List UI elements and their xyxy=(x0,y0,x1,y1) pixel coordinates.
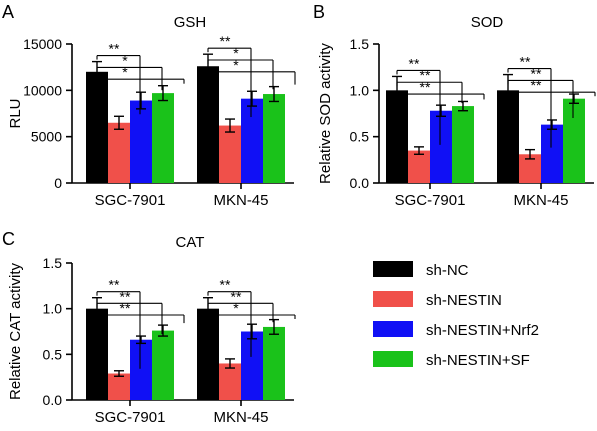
panel-b-sig-label: ** xyxy=(531,65,542,81)
panel-a-sig-label: * xyxy=(233,45,239,61)
legend-label-3: sh-NESTIN+SF xyxy=(426,352,530,369)
panel-b-bar xyxy=(541,124,563,183)
panel-a-sig-label: * xyxy=(122,64,128,80)
panel-a-x-tick-label: SGC-7901 xyxy=(95,192,166,209)
panel-c-bar xyxy=(219,363,241,400)
panel-a-sig-label: ** xyxy=(109,41,120,57)
panel-c-y-tick-label: 0.5 xyxy=(43,346,63,362)
panel-a-title: GSH xyxy=(174,14,207,31)
panel-b-sig-label: ** xyxy=(531,77,542,93)
panel-a-y-tick-label: 0 xyxy=(54,175,62,191)
legend-swatch-1 xyxy=(373,291,413,307)
panel-c-y-axis-label: Relative CAT activity xyxy=(7,263,24,400)
panel-c-sig-label: ** xyxy=(220,277,231,293)
panel-a-bar xyxy=(86,71,108,183)
panel-b-sig-label: ** xyxy=(409,55,420,71)
panel-b-bar xyxy=(563,98,585,183)
panel-a-x-tick-label: MKN-45 xyxy=(213,192,268,209)
panel-c-bar xyxy=(197,308,219,400)
panel-c-y-tick-label: 1.5 xyxy=(43,255,63,271)
legend: sh-NC sh-NESTIN sh-NESTIN+Nrf2 sh-NESTIN… xyxy=(373,261,539,369)
panel-c-sig-label: * xyxy=(233,300,239,316)
legend-label-0: sh-NC xyxy=(426,262,469,279)
panel-b: B SOD Relative SOD activity 0.0 0.5 1.0 1.5 SGC… xyxy=(313,2,596,209)
panel-b-sig-label: ** xyxy=(420,79,431,95)
panel-c-x-tick-label: MKN-45 xyxy=(213,409,268,426)
panel-a-sig-label: ** xyxy=(220,33,231,49)
legend-label-1: sh-NESTIN xyxy=(426,292,502,309)
panel-a-y-tick-label: 5000 xyxy=(31,129,62,145)
panel-b-x-tick-label: MKN-45 xyxy=(513,192,568,209)
panel-b-y-tick-label: 1.5 xyxy=(350,36,370,52)
panel-b-sig-label: ** xyxy=(520,54,531,70)
legend-swatch-3 xyxy=(373,351,413,367)
panel-c-letter: C xyxy=(2,229,15,249)
panel-a-bar xyxy=(219,125,241,183)
panel-c-sig-label: ** xyxy=(231,288,242,304)
panel-b-bar xyxy=(452,106,474,183)
panel-c-bar xyxy=(263,326,285,400)
panel-a-bar xyxy=(241,98,263,183)
panel-a-bar xyxy=(152,93,174,183)
panel-b-y-axis-label: Relative SOD activity xyxy=(317,43,334,184)
panel-c-bar xyxy=(108,373,130,400)
panel-b-bar xyxy=(519,154,541,183)
panel-c-sig-label: ** xyxy=(120,288,131,304)
panel-a-sig-label: * xyxy=(122,52,128,68)
panel-b-letter: B xyxy=(313,2,325,22)
panel-c-bar xyxy=(152,330,174,400)
panel-a-y-tick-label: 10000 xyxy=(23,82,62,98)
panel-c: C CAT Relative CAT activity 0.0 0.5 1.0 1.5 SGC… xyxy=(2,229,296,426)
panel-c-y-tick-label: 0.0 xyxy=(43,392,63,408)
panel-b-y-tick-label: 0.0 xyxy=(350,175,370,191)
panel-b-y-tick-label: 0.5 xyxy=(350,129,370,145)
panel-c-sig-label: ** xyxy=(120,300,131,316)
panel-a-bar xyxy=(197,66,219,183)
panel-c-bar xyxy=(241,331,263,400)
panel-b-title: SOD xyxy=(471,14,504,31)
legend-swatch-0 xyxy=(373,261,413,277)
panel-b-y-tick-label: 1.0 xyxy=(350,82,370,98)
panel-c-bar xyxy=(130,339,152,400)
panel-b-sig-label: ** xyxy=(420,67,431,83)
panel-b-bar xyxy=(386,90,408,183)
legend-swatch-2 xyxy=(373,321,413,337)
panel-a-y-axis-label: RLU xyxy=(7,98,24,128)
panel-c-bar xyxy=(86,308,108,400)
panel-c-title: CAT xyxy=(176,234,205,251)
legend-label-2: sh-NESTIN+Nrf2 xyxy=(426,322,539,339)
panel-a-letter: A xyxy=(2,2,14,22)
panel-b-bar xyxy=(408,150,430,183)
panel-c-sig-label: ** xyxy=(109,277,120,293)
panel-a-y-tick-label: 15000 xyxy=(23,36,62,52)
panel-b-x-tick-label: SGC-7901 xyxy=(395,192,466,209)
panel-b-bar xyxy=(497,90,519,183)
panel-a-bar xyxy=(130,100,152,183)
panel-a-bar xyxy=(263,94,285,183)
panel-a-bar xyxy=(108,122,130,183)
panel-b-bar xyxy=(430,110,452,183)
panel-c-x-tick-label: SGC-7901 xyxy=(95,409,166,426)
panel-a-sig-label: * xyxy=(233,57,239,73)
panel-c-y-tick-label: 1.0 xyxy=(43,301,63,317)
